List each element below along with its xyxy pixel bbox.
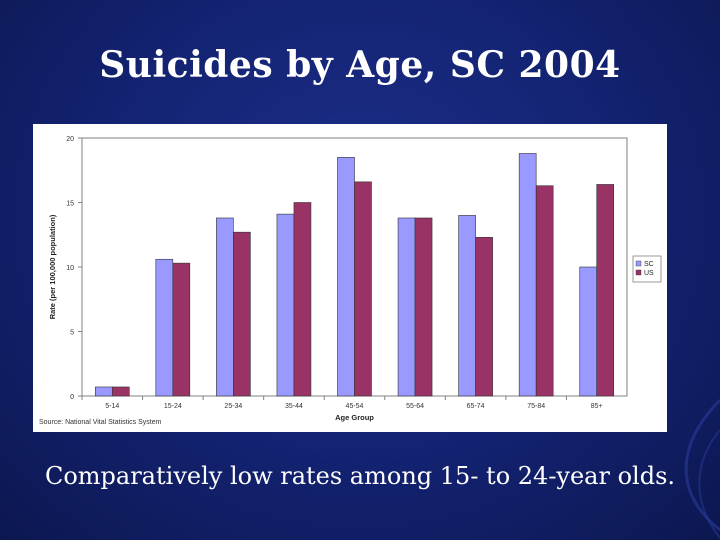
bar-us: [354, 181, 372, 397]
bar-us: [414, 217, 433, 397]
legend-swatch-us: [635, 269, 642, 276]
x-tick-label: 65-74: [467, 403, 485, 410]
bar-us: [172, 262, 191, 397]
x-tick-label: 75-84: [527, 403, 545, 410]
bar-us: [596, 184, 615, 397]
bar-chart: 0 5 10 15 20 5-14 15-24 25-34 35-44 45-54 55-64 65-…: [39, 136, 662, 426]
y-tick-label: 15: [66, 201, 74, 208]
slide-title: Suicides by Age, SC 2004: [99, 44, 621, 86]
legend-swatch-sc: [635, 260, 642, 267]
x-axis-label: Age Group: [335, 413, 374, 422]
x-tick-label: 85+: [591, 403, 603, 410]
bar-sc: [155, 258, 174, 397]
source-note: Source: National Vital Statistics System: [39, 419, 162, 426]
y-axis-label: Rate (per 100,000 population): [48, 214, 57, 319]
x-tick-label: 15-24: [164, 403, 182, 410]
x-tick-label: 5-14: [105, 403, 119, 410]
y-tick-label: 10: [66, 265, 74, 272]
bar-sc: [337, 157, 355, 397]
x-tick-label: 45-54: [346, 403, 364, 410]
bar-sc: [94, 386, 113, 397]
x-tick-label: 35-44: [285, 403, 303, 410]
y-tick-label: 0: [70, 394, 74, 401]
bar-sc: [397, 217, 416, 397]
chart-container: 0 5 10 15 20 5-14 15-24 25-34 35-44 45-54 55-64 65-…: [33, 124, 667, 432]
x-tick-label: 55-64: [406, 403, 424, 410]
bar-sc: [276, 213, 295, 397]
y-tick-label: 5: [70, 330, 74, 337]
legend-box: [632, 255, 662, 283]
y-tick-label: 20: [66, 136, 74, 143]
bar-sc: [579, 266, 598, 397]
bar-sc: [458, 215, 476, 397]
decorative-swirl: [684, 398, 720, 539]
bar-us: [293, 202, 312, 397]
bar-us: [535, 185, 554, 397]
bar-sc: [216, 217, 234, 397]
bar-us: [111, 386, 130, 397]
bar-us: [233, 231, 251, 397]
slide-caption: Comparatively low rates among 15- to 24-…: [44, 462, 676, 490]
bar-sc: [518, 153, 537, 397]
legend-label-us: US: [644, 270, 654, 277]
bar-us: [475, 237, 493, 397]
legend-label-sc: SC: [644, 261, 654, 268]
x-tick-label: 25-34: [224, 403, 242, 410]
